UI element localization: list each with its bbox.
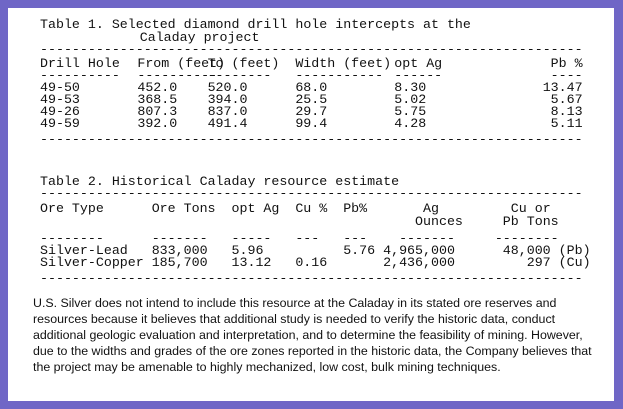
col-header: opt Ag (394, 56, 443, 71)
table-cell: 5.75 (394, 104, 427, 119)
table-cell: Silver-Copper (40, 255, 144, 270)
col-header: Pb% (343, 201, 368, 216)
table-row: Silver-Lead 833,000 5.96 5.76 4,965,000 48,00… (40, 243, 591, 258)
header-underline: ----------------------------------------… (40, 68, 583, 83)
table-cell: 49-59 (40, 116, 80, 131)
col-header: Ounces (415, 214, 463, 229)
table-row: 49-50 452.0 520.0 68.0 8.30 13.47 (40, 80, 583, 95)
table-2: Table 2. Historical Caladay resource est… (40, 174, 591, 285)
content-panel: Table 1. Selected diamond drill hole int… (8, 8, 614, 401)
col-header: Cu % (295, 201, 328, 216)
col-header: Pb Tons (502, 214, 559, 229)
table-cell: 5.02 (394, 92, 427, 107)
col-header: opt Ag (231, 201, 280, 216)
table-cell: 807.3 (137, 104, 178, 119)
table-cell: 25.5 (295, 92, 328, 107)
table-cell: 68.0 (295, 80, 328, 95)
table-cell: 520.0 (207, 80, 248, 95)
table-cell: 0.16 (295, 255, 328, 270)
table-cell: 297 (Cu) (526, 255, 591, 270)
disclaimer-paragraph: U.S. Silver does not intend to include t… (33, 296, 592, 374)
table-row: 49-26 807.3 837.0 29.7 5.75 8.13 (40, 104, 583, 119)
table-row: Silver-Copper 185,700 13.12 0.16 2,436,000 29… (40, 255, 591, 270)
table-cell: 5.96 (231, 243, 264, 258)
table-cell: 185,700 (151, 255, 208, 270)
table-cell: 368.5 (137, 92, 178, 107)
table-cell: 8.13 (550, 104, 583, 119)
table-cell: 8.30 (394, 80, 427, 95)
table-2-title: Table 2. Historical Caladay resource est… (40, 174, 400, 189)
table-row: 49-59 392.0 491.4 99.4 4.28 5.11 (40, 116, 583, 131)
table-cell: 392.0 (137, 116, 178, 131)
table-cell: 833,000 (151, 243, 208, 258)
table-1-header: Drill Hole From (feet) To (feet) Width (… (40, 56, 583, 71)
divider: ----------------------------------------… (40, 188, 583, 200)
col-header: Cu or (510, 201, 551, 216)
table-cell: 29.7 (295, 104, 328, 119)
col-header: Pb % (550, 56, 583, 71)
col-header: To (feet) (207, 56, 280, 71)
table-cell: 2,436,000 (383, 255, 455, 270)
table-cell: 13.47 (542, 80, 583, 95)
col-header: Width (feet) (295, 56, 392, 71)
col-header: Ore Type (40, 201, 104, 216)
col-header: Ore Tons (151, 201, 216, 216)
table-2-header: Ore Type Ore Tons opt Ag Cu % Pb% Ag Cu … (40, 201, 583, 216)
table-cell: Silver-Lead (40, 243, 128, 258)
table-cell: 5.11 (550, 116, 583, 131)
table-cell: 4,965,000 (383, 243, 455, 258)
table-cell: 4.28 (394, 116, 427, 131)
divider: ----------------------------------------… (40, 134, 583, 146)
table-cell: 491.4 (207, 116, 248, 131)
table-cell: 49-50 (40, 80, 80, 95)
divider: ----------------------------------------… (40, 273, 583, 285)
header-underline: ----------------------------------------… (40, 231, 559, 246)
table-1-title-cont: Caladay project (139, 30, 260, 45)
table-1: Table 1. Selected diamond drill hole int… (40, 17, 583, 146)
table-cell: 5.76 (343, 243, 376, 258)
col-header: Ag (423, 201, 439, 216)
table-cell: 837.0 (207, 104, 248, 119)
table-cell: 49-53 (40, 92, 80, 107)
table-cell: 5.67 (550, 92, 583, 107)
col-header: From (feet) (137, 56, 226, 71)
table-1-title: Table 1. Selected diamond drill hole int… (40, 17, 471, 32)
table-cell: 13.12 (231, 255, 272, 270)
divider: ----------------------------------------… (40, 44, 583, 56)
table-cell: 99.4 (295, 116, 328, 131)
table-cell: 48,000 (Pb) (502, 243, 591, 258)
table-cell: 49-26 (40, 104, 80, 119)
col-header: Drill Hole (40, 56, 120, 71)
table-cell: 452.0 (137, 80, 178, 95)
table-cell: 394.0 (207, 92, 248, 107)
table-row: 49-53 368.5 394.0 25.5 5.02 5.67 (40, 92, 583, 107)
